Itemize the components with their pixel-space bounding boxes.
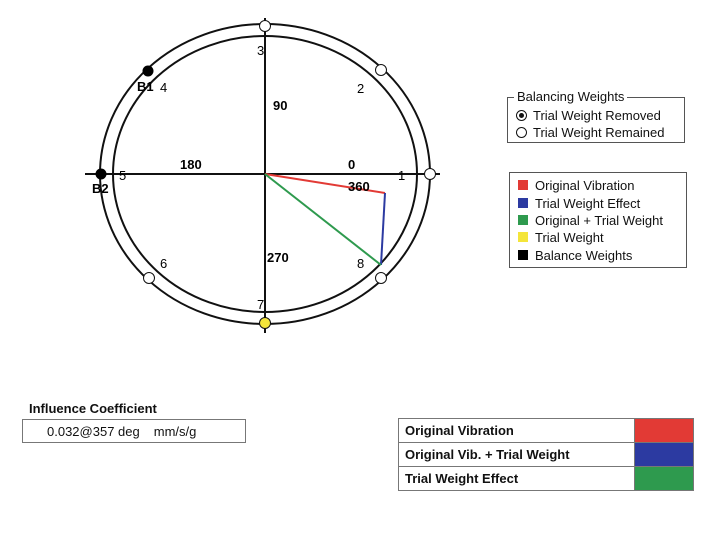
legend-item: Original + Trial Weight: [518, 212, 663, 228]
balancing-weights-group: Balancing Weights Trial Weight Removed T…: [507, 89, 685, 143]
balance-weight-label-b2: B2: [92, 181, 109, 196]
trial-weight-marker: [259, 317, 271, 329]
table-row: Original Vib. + Trial Weight: [398, 442, 694, 467]
table-row: Original Vibration: [398, 418, 694, 443]
trial-weight-effect-vector: [380, 192, 386, 266]
legend-swatch-yellow: [518, 232, 528, 242]
legend-item: Trial Weight: [518, 229, 604, 245]
angle-label-180: 180: [180, 157, 202, 172]
influence-coefficient-title: Influence Coefficient: [29, 401, 157, 416]
position-label-8: 8: [357, 256, 364, 271]
original-vibration-vector: [264, 173, 386, 194]
angle-label-0: 0: [348, 157, 355, 172]
radio-trial-weight-removed[interactable]: Trial Weight Removed: [516, 107, 661, 123]
position-hole-3[interactable]: [259, 20, 271, 32]
color-cell-green[interactable]: [634, 466, 694, 491]
influence-coefficient-value: 0.032@357 deg: [47, 423, 140, 439]
legend-item: Trial Weight Effect: [518, 195, 640, 211]
position-hole-1[interactable]: [424, 168, 436, 180]
radio-unselected-icon[interactable]: [516, 126, 527, 138]
legend-item: Original Vibration: [518, 177, 634, 193]
position-label-4: 4: [160, 80, 167, 95]
balance-weight-b1: [142, 65, 154, 77]
original-plus-trial-vector: [264, 173, 382, 266]
position-label-3: 3: [257, 43, 264, 58]
table-row-label: Original Vib. + Trial Weight: [398, 442, 635, 467]
legend-swatch-black: [518, 250, 528, 260]
legend-swatch-green: [518, 215, 528, 225]
balancing-weights-title: Balancing Weights: [514, 89, 628, 104]
radio-label: Trial Weight Remained: [533, 124, 665, 140]
position-label-6: 6: [160, 256, 167, 271]
balance-weight-label-b1: B1: [137, 79, 154, 94]
angle-label-90: 90: [273, 98, 287, 113]
radio-selected-icon[interactable]: [516, 109, 527, 121]
legend-label: Balance Weights: [535, 247, 633, 263]
legend-item: Balance Weights: [518, 247, 632, 263]
influence-coefficient-field: 0.032@357 deg mm/s/g: [22, 419, 246, 443]
vector-color-table: Original Vibration Original Vib. + Trial…: [398, 418, 694, 491]
position-hole-8[interactable]: [375, 272, 387, 284]
legend-label: Original Vibration: [535, 177, 635, 193]
position-hole-6[interactable]: [143, 272, 155, 284]
influence-coefficient-unit: mm/s/g: [153, 423, 197, 439]
angle-label-360: 360: [348, 179, 370, 194]
legend-swatch-red: [518, 180, 528, 190]
position-label-2: 2: [357, 81, 364, 96]
position-hole-2[interactable]: [375, 64, 387, 76]
table-row-label: Trial Weight Effect: [398, 466, 635, 491]
table-row: Trial Weight Effect: [398, 466, 694, 491]
angle-label-270: 270: [267, 250, 289, 265]
color-cell-blue[interactable]: [634, 442, 694, 467]
position-label-7: 7: [257, 297, 264, 312]
vector-legend: Original Vibration Trial Weight Effect O…: [509, 172, 687, 268]
legend-label: Original + Trial Weight: [535, 212, 664, 228]
position-label-5: 5: [119, 168, 126, 183]
position-label-1: 1: [398, 168, 405, 183]
legend-label: Trial Weight: [535, 229, 604, 245]
radio-trial-weight-remained[interactable]: Trial Weight Remained: [516, 124, 665, 140]
color-cell-red[interactable]: [634, 418, 694, 443]
balance-weight-b2: [95, 168, 107, 180]
legend-label: Trial Weight Effect: [535, 195, 641, 211]
legend-swatch-blue: [518, 198, 528, 208]
radio-label: Trial Weight Removed: [533, 107, 661, 123]
table-row-label: Original Vibration: [398, 418, 635, 443]
